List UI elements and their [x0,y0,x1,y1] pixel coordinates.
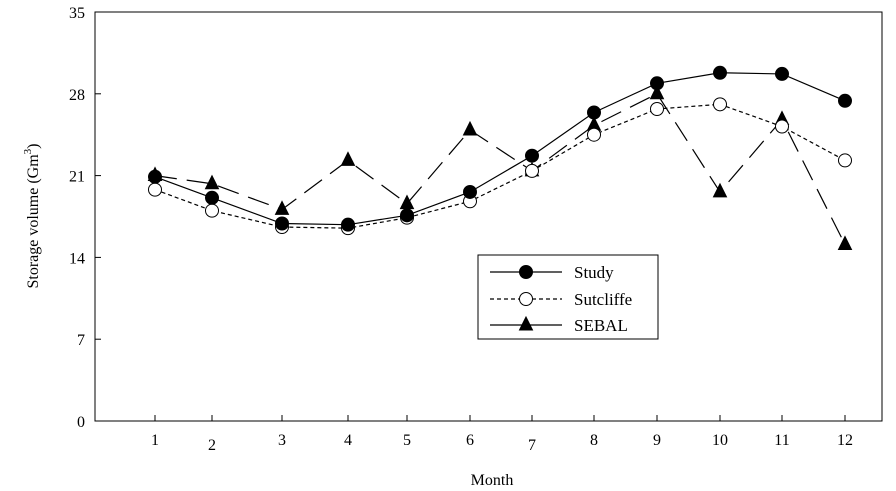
y-axis: 0 7 14 21 28 35 [69,5,101,431]
data-point-study [775,66,789,81]
legend-entry-study: Study [490,263,614,282]
data-point-study [148,169,162,184]
data-point-sutcliffe [205,203,219,218]
series-line-sebal [154,93,846,245]
data-point-study [275,216,289,231]
data-point-sebal [649,84,665,100]
data-point-sebal [204,174,220,190]
x-tick-label: 9 [653,432,661,449]
data-point-sutcliffe [838,153,852,168]
y-axis-label-close: ) [25,143,42,148]
legend-label-sutcliffe: Sutcliffe [574,290,632,309]
series-sebal [147,84,853,250]
series-layer [147,65,853,250]
x-tick-label: 5 [403,432,411,449]
y-tick-label: 0 [77,414,85,431]
data-point-study [341,217,355,232]
y-tick-label: 14 [69,250,85,267]
plot-area-border [94,11,883,422]
y-axis-label-main: Storage volume (Gm [25,154,42,289]
x-axis-label: Month [471,472,514,489]
x-tick-label: 12 [837,432,853,449]
data-point-sutcliffe [525,163,539,178]
data-point-sebal [462,120,478,136]
legend-entry-sebal: SEBAL [490,315,628,335]
x-tick-label: 11 [774,432,789,449]
data-point-study [400,208,414,223]
x-tick-label: 3 [278,432,286,449]
y-tick-label: 7 [77,332,85,349]
data-point-study [525,148,539,163]
series-line-sutcliffe [154,103,846,229]
data-point-sebal [837,235,853,250]
legend-label-study: Study [574,263,614,282]
data-point-study [650,76,664,91]
y-axis-label-superscript: 3 [22,148,34,154]
x-tick-label: 6 [466,432,474,449]
data-point-legend-sutcliffe [519,292,533,306]
y-tick-label: 35 [69,5,85,22]
data-point-sebal [340,151,356,166]
data-point-study [205,190,219,205]
data-point-study [587,105,601,120]
legend-entry-sutcliffe: Sutcliffe [490,290,632,309]
legend: Study Sutcliffe SEBAL [477,254,659,340]
data-point-legend-study [519,265,533,279]
data-point-sebal [274,200,290,215]
x-tick-label: 10 [712,432,728,449]
x-tick-label: 8 [590,432,598,449]
x-tick-label: 4 [344,432,352,449]
data-point-sutcliffe [650,101,664,116]
data-point-study [463,184,477,199]
data-point-sutcliffe [713,97,727,112]
data-point-sutcliffe [775,119,789,134]
series-sutcliffe [148,97,852,236]
series-line-study [154,72,846,226]
series-study [148,65,852,232]
y-tick-label: 28 [69,87,85,104]
data-point-legend-sebal [518,315,534,331]
data-point-sebal [712,182,728,198]
x-tick-label: 1 [151,432,159,449]
data-point-study [713,65,727,80]
y-axis-label: Storage volume (Gm3) [22,143,42,288]
x-tick-label: 2 [208,437,216,454]
plot-frame [94,11,883,422]
data-point-sutcliffe [587,127,601,142]
data-point-study [838,93,852,108]
legend-label-sebal: SEBAL [574,316,628,335]
x-tick-label: 7 [528,437,536,454]
x-axis: 1 2 3 4 5 6 7 8 9 10 11 12 [151,415,853,454]
y-tick-label: 21 [69,169,85,186]
data-point-sutcliffe [148,182,162,197]
